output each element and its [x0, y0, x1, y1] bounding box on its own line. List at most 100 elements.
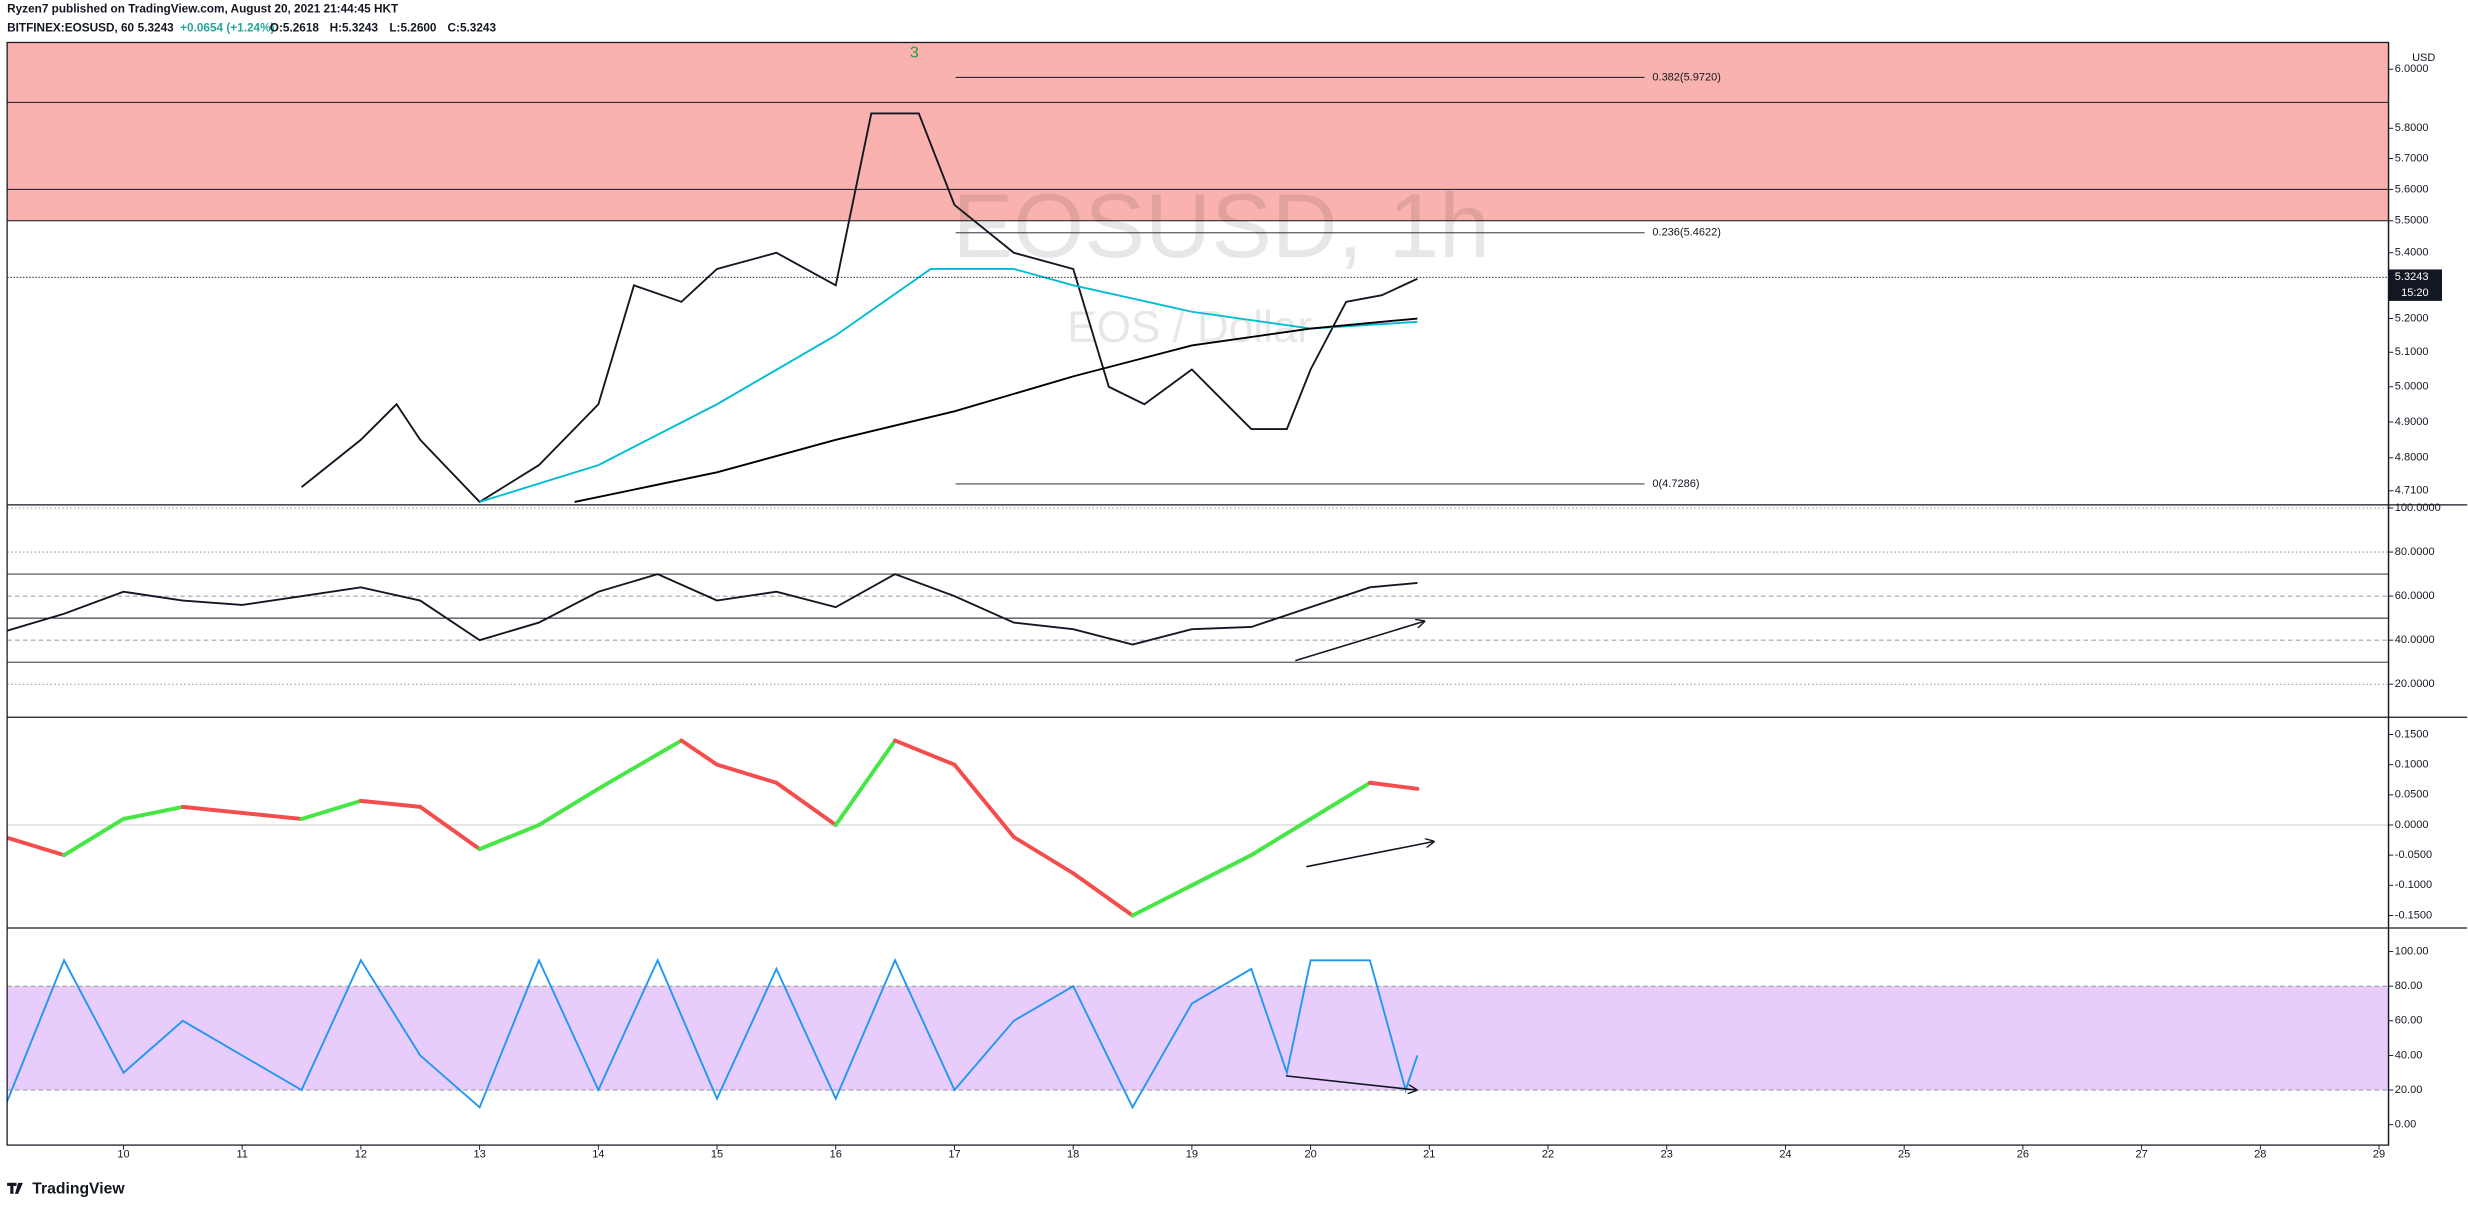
x-tick-label: 27	[2135, 1148, 2147, 1160]
low: L:5.2600	[389, 21, 437, 34]
x-tick-label: 21	[1423, 1148, 1435, 1160]
y-tick-label: 20.0000	[2395, 678, 2435, 690]
fib-label: 0.382(5.9720)	[1652, 71, 1721, 83]
macd-segment	[1308, 780, 1372, 821]
y-tick-label: 0.0500	[2395, 789, 2429, 801]
macd-segment	[7, 835, 67, 858]
macd-segment	[596, 738, 684, 791]
logo	[7, 1182, 23, 1194]
y-tick-label: 20.00	[2395, 1084, 2423, 1096]
macd-segment	[1249, 816, 1313, 858]
series-line	[7, 573, 1418, 646]
macd-segment	[1189, 853, 1254, 888]
y-tick-label: 80.00	[2395, 980, 2423, 992]
series-line	[7, 957, 1419, 1110]
pane	[7, 957, 2389, 1110]
y-tick-label: 0.0000	[2395, 819, 2429, 831]
macd-segment	[1011, 835, 1076, 876]
y-tick-label: 5.6000	[2395, 183, 2429, 195]
resistance-zone	[7, 42, 2389, 221]
macd-segment	[1130, 883, 1194, 918]
y-tick-label: 5.4000	[2395, 247, 2429, 259]
series-line	[574, 317, 1418, 503]
macd-segment	[774, 780, 838, 827]
y-tick-label: 5.0000	[2395, 381, 2429, 393]
y-tick-label: 100.0000	[2395, 502, 2441, 514]
x-tick-label: 15	[711, 1148, 723, 1160]
x-tick-label: 28	[2254, 1148, 2266, 1160]
macd-segment	[833, 738, 898, 827]
y-tick-label: 40.00	[2395, 1049, 2423, 1061]
y-tick-label: 5.8000	[2395, 122, 2429, 134]
y-tick-label: 4.8000	[2395, 452, 2429, 464]
macd-segment	[358, 798, 423, 809]
y-tick-label: -0.1000	[2395, 879, 2432, 891]
x-tick-label: 20	[1304, 1148, 1316, 1160]
x-tick-label: 26	[2017, 1148, 2029, 1160]
macd-segment	[952, 762, 1016, 840]
annotation: 3	[910, 45, 919, 62]
divergence-arrows	[1285, 621, 1434, 1090]
y-tick-label: 100.00	[2395, 945, 2429, 957]
macd-segment	[180, 804, 245, 815]
y-tick-label: 40.0000	[2395, 634, 2435, 646]
last: 5.3243	[138, 21, 174, 34]
frame	[6, 41, 2468, 1146]
pane	[7, 507, 2389, 685]
y-tick-label: 0.1000	[2395, 759, 2429, 771]
y-tick-label: 60.00	[2395, 1015, 2423, 1027]
x-tick-label: 22	[1542, 1148, 1554, 1160]
x-tick-label: 13	[473, 1148, 485, 1160]
watermark: EOSUSD, 1h	[952, 175, 1489, 277]
macd-segment	[893, 738, 957, 767]
x-tick-label: 25	[1898, 1148, 1910, 1160]
macd-segment	[1071, 871, 1135, 918]
y-tick-label: 5.7000	[2395, 152, 2429, 164]
x-tick-label: 17	[948, 1148, 960, 1160]
y-tick-label: 5.2000	[2395, 312, 2429, 324]
pane	[7, 738, 2389, 918]
macd-segment	[62, 816, 126, 858]
y-tick-label: 0.00	[2395, 1119, 2416, 1131]
x-tick-label: 24	[1779, 1148, 1791, 1160]
change: +0.0654 (+1.24%)	[180, 21, 274, 34]
x-tick-label: 18	[1067, 1148, 1079, 1160]
currency: USD	[2412, 52, 2435, 64]
y-tick-label: 5.5000	[2395, 215, 2429, 227]
footer-logo: TradingView	[32, 1180, 125, 1197]
symbol: BITFINEX:EOSUSD, 60	[7, 21, 134, 34]
macd-segment	[121, 804, 185, 821]
y-tick-label: -0.1500	[2395, 909, 2432, 921]
open: O:5.2618	[270, 21, 320, 34]
y-tick-label: 5.1000	[2395, 346, 2429, 358]
x-tick-label: 23	[1661, 1148, 1673, 1160]
close: C:5.3243	[448, 21, 497, 34]
macd-segment	[240, 810, 304, 821]
x-tick-label: 10	[117, 1148, 129, 1160]
series-line	[300, 112, 1418, 504]
x-tick-label: 14	[592, 1148, 604, 1160]
band	[7, 986, 2389, 1091]
y-tick-label: 80.0000	[2395, 546, 2435, 558]
series-line	[479, 268, 1418, 503]
y-tick-label: 4.7100	[2395, 485, 2429, 497]
x-tick-label: 16	[830, 1148, 842, 1160]
macd-segment	[536, 786, 601, 827]
x-tick-label: 29	[2373, 1148, 2385, 1160]
macd-segment	[679, 738, 719, 767]
y-tick-label: 6.0000	[2395, 63, 2429, 75]
last-price-label: 5.3243	[2395, 271, 2429, 283]
x-tick-label: 12	[355, 1148, 367, 1160]
countdown: 15:20	[2401, 287, 2429, 299]
x-tick-label: 11	[236, 1148, 247, 1160]
macd-segment	[299, 798, 363, 821]
high: H:5.3243	[330, 21, 379, 34]
y-tick-label: -0.0500	[2395, 849, 2432, 861]
macd-segment	[418, 804, 482, 852]
y-tick-label: 0.1500	[2395, 728, 2429, 740]
fib-label: 0(4.7286)	[1652, 478, 1699, 490]
macd-segment	[715, 762, 779, 785]
